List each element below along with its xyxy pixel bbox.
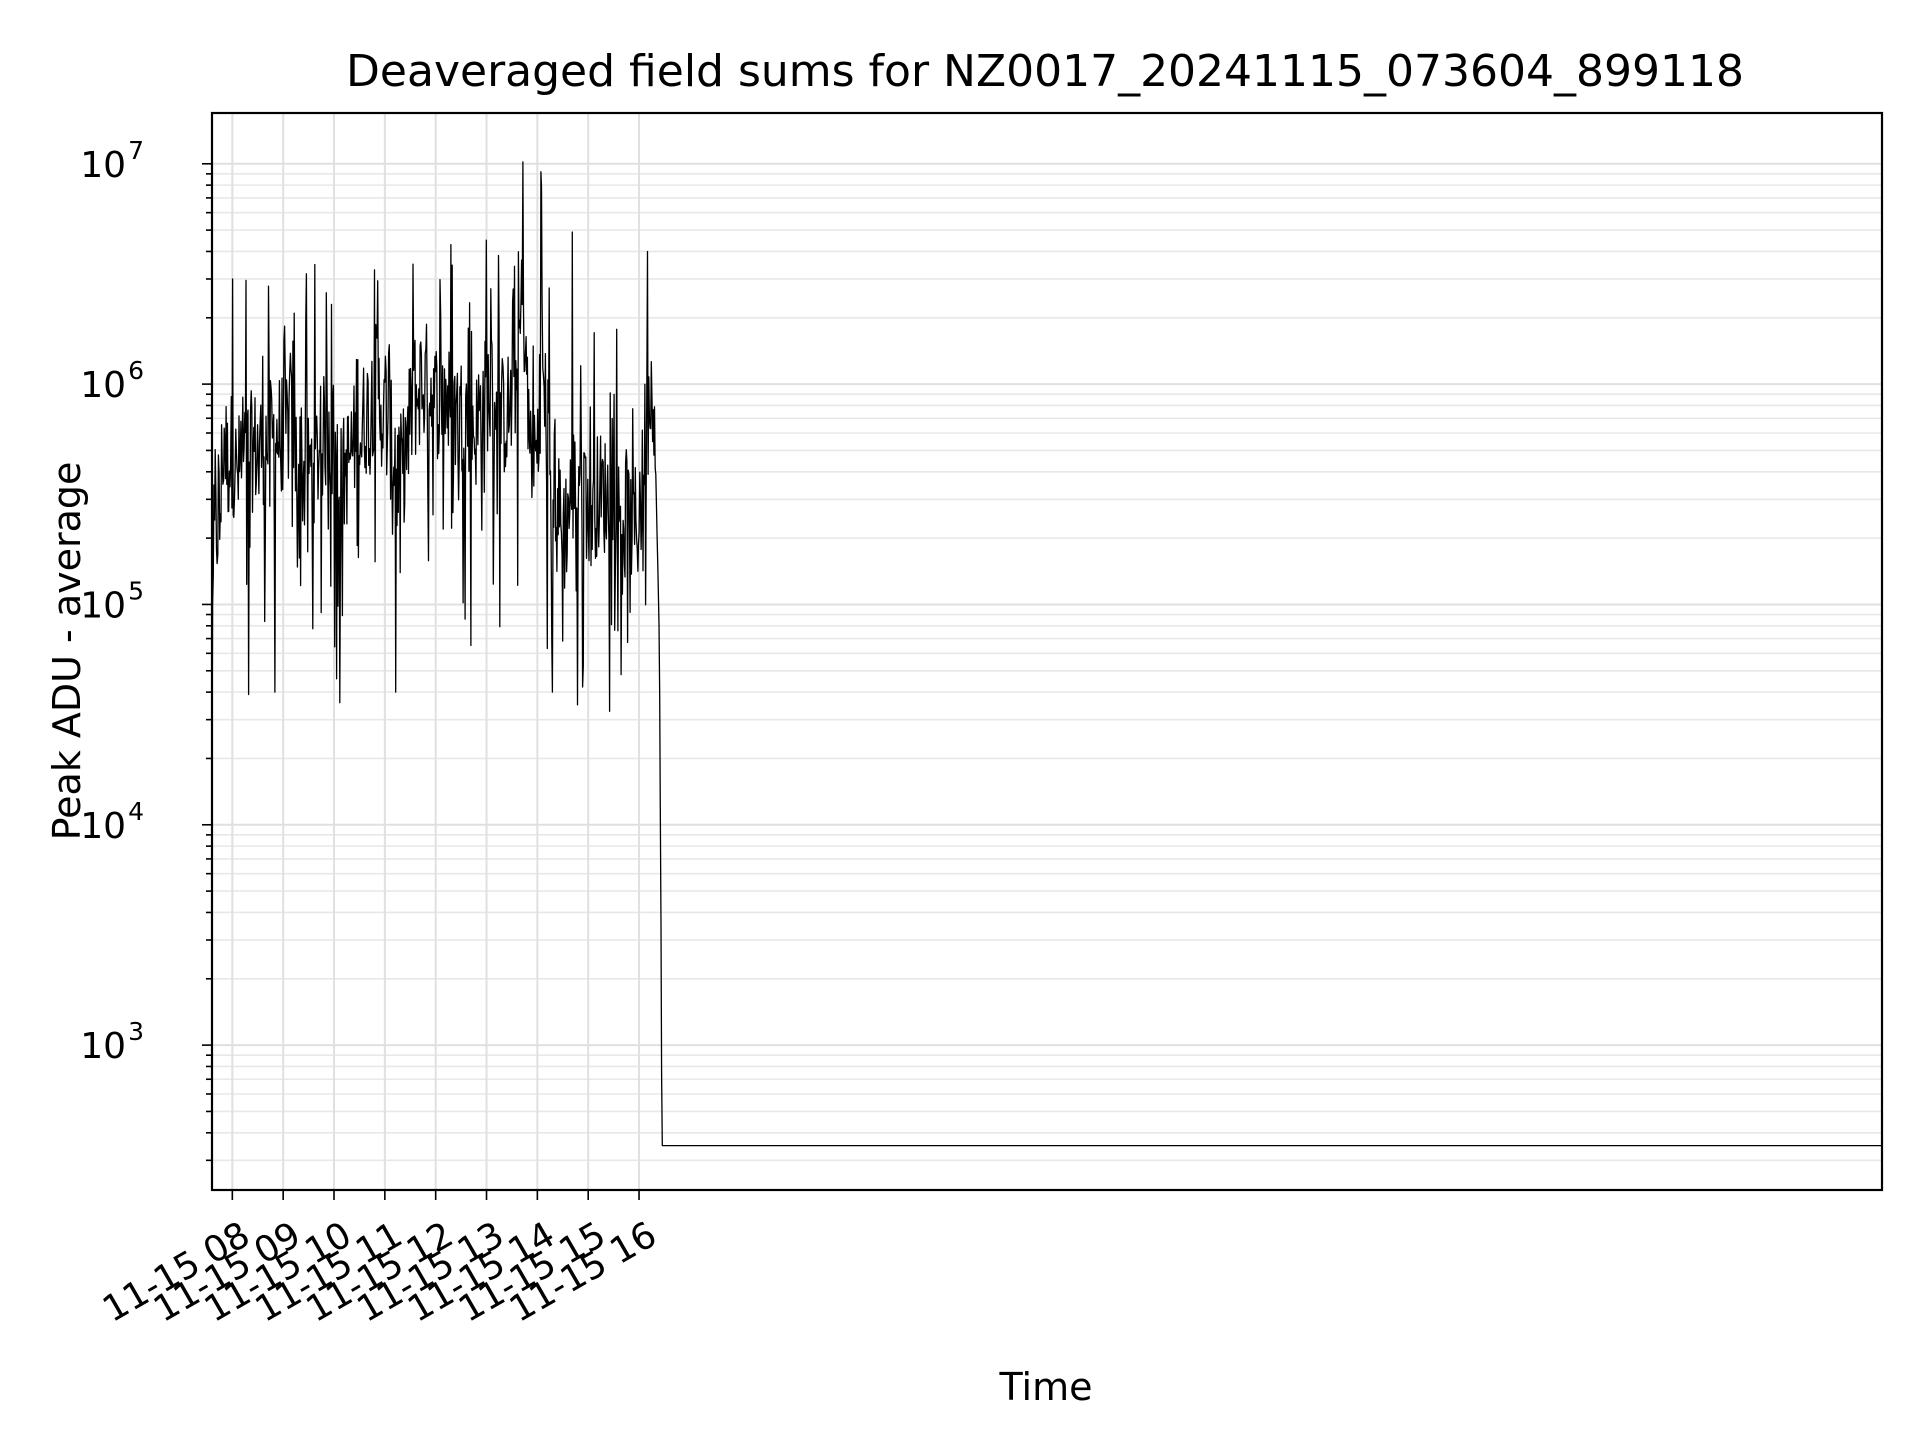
series-group (211, 161, 1883, 1147)
x-axis-label: Time (999, 1365, 1093, 1409)
y-axis-label: Peak ADU - average (45, 462, 89, 841)
grid-lines (212, 113, 1882, 1190)
series-line (211, 161, 1883, 1147)
y-tick-exponent: 5 (128, 576, 144, 605)
chart-title: Deaveraged field sums for NZ0017_2024111… (346, 46, 1744, 97)
y-tick-exponent: 6 (128, 356, 144, 385)
y-tick-label: 104 (80, 797, 144, 847)
y-tick-label: 103 (80, 1017, 144, 1067)
plot-frame (210, 111, 1884, 1192)
y-tick-exponent: 3 (128, 1017, 144, 1046)
y-tick-exponent: 4 (128, 797, 144, 826)
y-tick-exponent: 7 (128, 136, 144, 165)
